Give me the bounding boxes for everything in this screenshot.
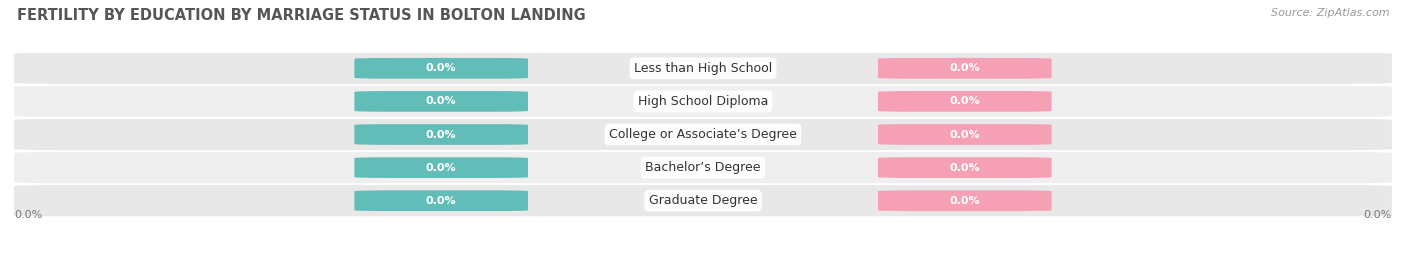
Text: 0.0%: 0.0% [426,129,457,140]
Text: Graduate Degree: Graduate Degree [648,194,758,207]
FancyBboxPatch shape [877,58,1052,79]
Text: 0.0%: 0.0% [949,196,980,206]
FancyBboxPatch shape [14,152,1392,183]
FancyBboxPatch shape [354,190,529,211]
Text: College or Associate’s Degree: College or Associate’s Degree [609,128,797,141]
Text: Source: ZipAtlas.com: Source: ZipAtlas.com [1271,8,1389,18]
FancyBboxPatch shape [354,124,529,145]
FancyBboxPatch shape [354,58,529,79]
Text: High School Diploma: High School Diploma [638,95,768,108]
FancyBboxPatch shape [877,124,1052,145]
Text: Less than High School: Less than High School [634,62,772,75]
FancyBboxPatch shape [877,190,1052,211]
Text: 0.0%: 0.0% [949,63,980,73]
Text: 0.0%: 0.0% [426,96,457,107]
FancyBboxPatch shape [14,119,1392,150]
Text: FERTILITY BY EDUCATION BY MARRIAGE STATUS IN BOLTON LANDING: FERTILITY BY EDUCATION BY MARRIAGE STATU… [17,8,586,23]
Text: 0.0%: 0.0% [949,96,980,107]
FancyBboxPatch shape [354,91,529,112]
Text: Bachelor’s Degree: Bachelor’s Degree [645,161,761,174]
FancyBboxPatch shape [877,157,1052,178]
FancyBboxPatch shape [14,86,1392,117]
Text: 0.0%: 0.0% [426,63,457,73]
Text: 0.0%: 0.0% [1364,210,1392,220]
Text: 0.0%: 0.0% [426,162,457,173]
Text: 0.0%: 0.0% [949,129,980,140]
Text: 0.0%: 0.0% [14,210,42,220]
FancyBboxPatch shape [354,157,529,178]
FancyBboxPatch shape [14,185,1392,216]
Text: 0.0%: 0.0% [426,196,457,206]
Text: 0.0%: 0.0% [949,162,980,173]
FancyBboxPatch shape [877,91,1052,112]
FancyBboxPatch shape [14,53,1392,84]
